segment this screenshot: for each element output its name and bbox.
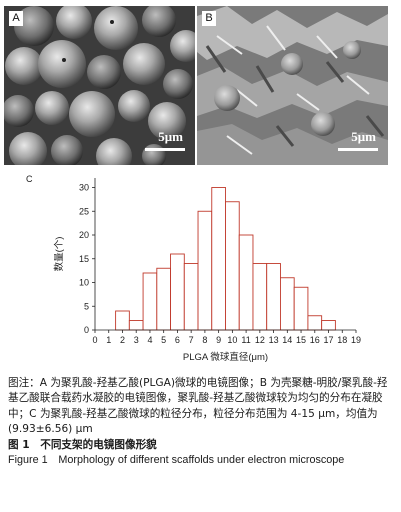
histogram-bar xyxy=(183,263,199,331)
histogram-bar xyxy=(128,320,144,331)
figure-title-en: Figure 1 Morphology of different scaffol… xyxy=(8,454,345,467)
x-tick-label: 19 xyxy=(351,335,361,345)
diameter-histogram: C 0 1 2 3 4 5 6 7 8 9 10 11 12 13 14 15 16 17 18 19 0510152… xyxy=(26,174,361,363)
panel-letter-c: C xyxy=(26,174,33,184)
y-tick-label: 20 xyxy=(79,230,89,240)
figure-number-cn: 图 1 xyxy=(8,438,30,451)
x-tick-label: 16 xyxy=(310,335,320,345)
x-tick-label: 12 xyxy=(255,335,265,345)
y-tick-label: 0 xyxy=(84,325,89,335)
scale-bar-a xyxy=(145,148,185,151)
x-tick-label: 17 xyxy=(324,335,334,345)
histogram-bar xyxy=(238,234,254,331)
x-axis-ticks: 0 1 2 3 4 5 6 7 8 9 10 11 12 13 14 15 16 17 18 19 xyxy=(92,330,361,345)
figure-title-cn: 图 1 不同支架的电镜图像形貌 xyxy=(8,438,396,453)
histogram-bar xyxy=(142,272,158,331)
x-tick-label: 7 xyxy=(189,335,194,345)
x-axis-title: PLGA 微球直径(μm) xyxy=(183,351,268,363)
x-tick-label: 13 xyxy=(269,335,279,345)
histogram-bar xyxy=(293,286,309,331)
sem-image-b: B 5μm xyxy=(197,6,388,165)
histogram-bars xyxy=(115,187,336,331)
x-tick-label: 10 xyxy=(227,335,237,345)
histogram-bar xyxy=(211,187,226,331)
scale-bar-b xyxy=(338,148,378,151)
x-tick-label: 11 xyxy=(241,335,250,345)
caption-note: 图注：A 为聚乳酸-羟基乙酸(PLGA)微球的电镜图像；B 为壳聚糖-明胶/聚乳… xyxy=(8,377,388,436)
histogram-bar xyxy=(266,263,281,331)
x-tick-label: 4 xyxy=(147,335,152,345)
histogram-bar xyxy=(197,210,213,331)
x-tick-label: 15 xyxy=(296,335,306,345)
y-tick-label: 25 xyxy=(79,206,89,216)
x-tick-label: 1 xyxy=(106,335,111,345)
x-tick-label: 0 xyxy=(92,335,97,345)
x-tick-label: 9 xyxy=(216,335,221,345)
histogram-panel-c: C 0 1 2 3 4 5 6 7 8 9 10 11 12 13 14 15 16 17 18 19 0 5 10 15 2… xyxy=(0,168,401,383)
y-tick-label: 5 xyxy=(84,301,89,311)
x-tick-label: 8 xyxy=(202,335,207,345)
x-tick-label: 5 xyxy=(161,335,166,345)
sem-hydrogel-picture xyxy=(197,6,388,165)
x-tick-label: 3 xyxy=(134,335,139,345)
y-tick-label: 15 xyxy=(79,254,89,264)
y-tick-label: 30 xyxy=(79,183,89,193)
histogram-bar xyxy=(252,263,268,331)
x-tick-label: 2 xyxy=(120,335,125,345)
y-axis-title: 数量(个) xyxy=(53,237,65,272)
panel-letter-b: B xyxy=(202,11,216,26)
figure-title-cn-text: 不同支架的电镜图像形貌 xyxy=(40,438,157,451)
histogram-bar xyxy=(279,277,295,331)
panel-letter-a: A xyxy=(9,11,23,26)
histogram-bar xyxy=(170,253,185,331)
scale-bar-label-b: 5μm xyxy=(351,129,376,144)
sem-microspheres-picture xyxy=(4,6,195,165)
x-tick-label: 14 xyxy=(282,335,292,345)
histogram-bar xyxy=(225,201,240,331)
histogram-bar xyxy=(156,267,172,331)
sem-image-a: A 5μm xyxy=(4,6,195,165)
histogram-bar xyxy=(307,315,323,331)
scale-bar-label-a: 5μm xyxy=(158,129,183,144)
y-axis-ticks: 0 5 10 15 20 25 30 xyxy=(79,183,95,335)
x-tick-label: 6 xyxy=(175,335,180,345)
figure-caption: 图注：A 为聚乳酸-羟基乙酸(PLGA)微球的电镜图像；B 为壳聚糖-明胶/聚乳… xyxy=(8,376,396,468)
histogram-bar xyxy=(321,320,336,331)
y-tick-label: 10 xyxy=(79,278,89,288)
histogram-bar xyxy=(115,310,130,331)
x-tick-label: 18 xyxy=(337,335,347,345)
